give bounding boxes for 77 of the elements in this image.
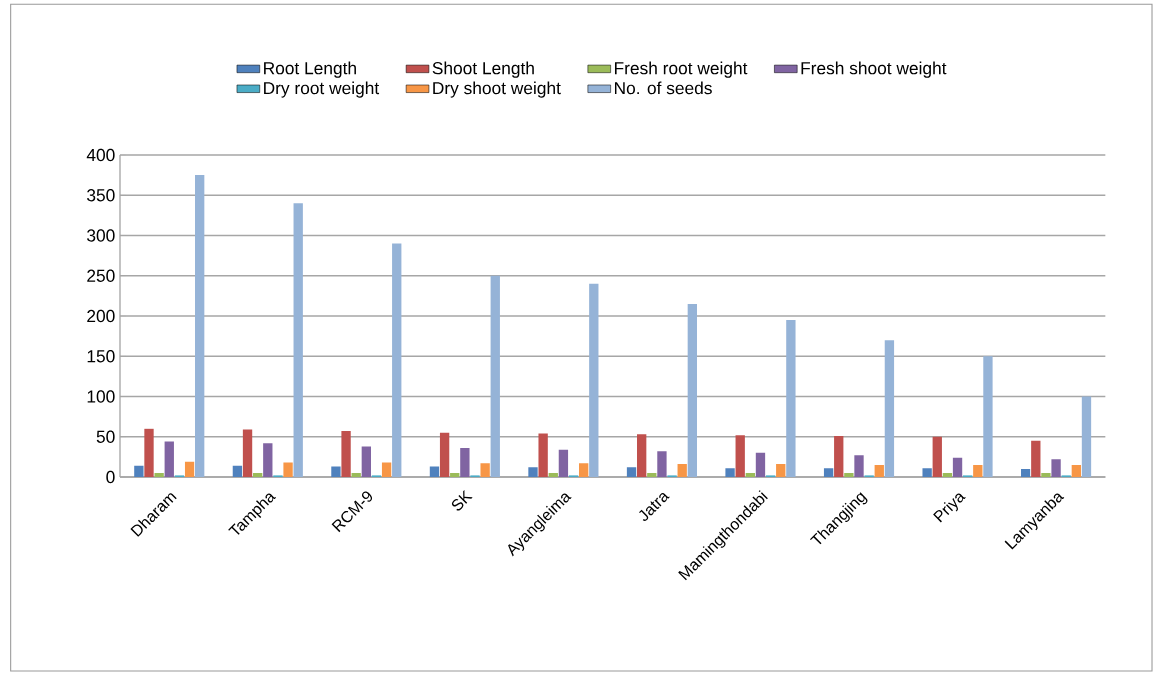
bar xyxy=(579,463,589,477)
y-tick-label: 100 xyxy=(87,390,115,403)
legend-label: Root Length xyxy=(264,61,356,78)
bar xyxy=(361,446,371,477)
bar xyxy=(490,275,500,477)
x-tick-label: SK xyxy=(451,490,473,511)
bar xyxy=(134,465,144,477)
legend-label: Dry shoot weight xyxy=(433,81,561,98)
bar xyxy=(1051,459,1061,477)
bar xyxy=(242,429,253,477)
bar xyxy=(538,433,548,477)
y-tick-label: 300 xyxy=(87,229,115,242)
legend-label: Fresh root weight xyxy=(614,61,748,78)
legend-label: Shoot Length xyxy=(432,61,534,78)
legend-label: Dry root weight xyxy=(264,81,380,98)
bar xyxy=(144,428,154,477)
bar xyxy=(973,464,983,477)
bar xyxy=(854,455,864,477)
bar xyxy=(776,464,786,477)
bar xyxy=(381,462,392,477)
y-tick-label: 0 xyxy=(106,470,115,484)
bar xyxy=(647,472,657,477)
bar xyxy=(844,472,854,477)
bar xyxy=(351,472,361,477)
bar xyxy=(786,320,796,477)
bar xyxy=(834,435,844,477)
bar xyxy=(341,431,351,477)
bar xyxy=(657,451,667,477)
bar xyxy=(460,448,470,477)
y-tick-label: 200 xyxy=(87,309,115,323)
bar xyxy=(687,303,698,477)
bar xyxy=(164,441,174,477)
bar xyxy=(450,472,460,477)
bar xyxy=(439,432,450,477)
bar xyxy=(1031,440,1041,477)
y-tick-label: 50 xyxy=(96,430,115,443)
bar xyxy=(745,472,756,477)
bar xyxy=(392,243,402,477)
bar xyxy=(283,462,293,477)
bar xyxy=(735,435,745,477)
bar xyxy=(922,468,932,477)
bar xyxy=(677,464,687,477)
bar xyxy=(755,452,766,477)
bar xyxy=(1071,464,1082,477)
bar xyxy=(195,175,205,477)
bar xyxy=(983,356,993,477)
bar xyxy=(932,436,942,477)
bar xyxy=(253,472,263,477)
bar xyxy=(884,340,895,477)
bar xyxy=(263,443,273,477)
bar xyxy=(429,466,440,477)
bar xyxy=(874,464,884,477)
legend-label: No. of seeds xyxy=(614,81,712,95)
bar xyxy=(480,463,490,477)
bar xyxy=(952,457,963,477)
bar xyxy=(942,472,953,477)
bar xyxy=(548,472,558,477)
bar xyxy=(1041,472,1051,477)
legend-label: Fresh shoot weight xyxy=(801,61,947,78)
bar xyxy=(154,472,164,477)
bar xyxy=(589,283,599,477)
bar xyxy=(626,467,637,477)
bar xyxy=(293,203,303,477)
bar xyxy=(558,449,569,477)
bar xyxy=(725,468,735,477)
bar xyxy=(1021,468,1031,477)
bar xyxy=(528,467,538,477)
bar xyxy=(1081,396,1092,477)
bar xyxy=(232,465,243,477)
y-tick-label: 350 xyxy=(87,189,115,202)
bar xyxy=(823,468,834,477)
y-tick-label: 150 xyxy=(87,350,115,363)
bar xyxy=(331,466,341,477)
bar xyxy=(637,434,647,477)
bar xyxy=(184,461,195,477)
y-tick-label: 250 xyxy=(87,269,115,282)
y-tick-label: 400 xyxy=(86,148,115,162)
